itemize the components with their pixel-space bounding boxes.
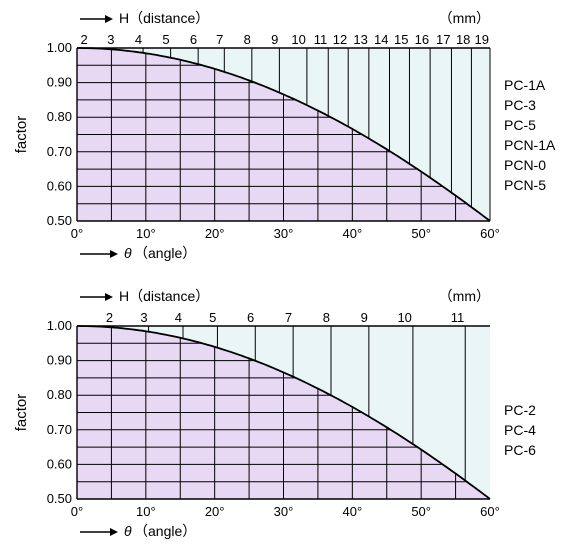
chart-1-y-tick-label: 0.60 bbox=[47, 178, 72, 193]
chart-2-model-label: PC-6 bbox=[504, 442, 536, 458]
chart-1-x-tick-label: 50° bbox=[411, 226, 431, 241]
chart-1-model-label: PCN-0 bbox=[504, 157, 546, 173]
chart-2-y-tick-label: 0.90 bbox=[47, 353, 72, 368]
chart-1-angle-arrow-head bbox=[110, 250, 118, 258]
chart-1-model-label: PC-1A bbox=[504, 77, 546, 93]
chart-1-factor-curve bbox=[77, 47, 491, 222]
chart-2-x-tick-label: 0° bbox=[71, 504, 83, 519]
chart-2-top-tick-label: 10 bbox=[397, 310, 411, 325]
chart-1-top-tick-label: 4 bbox=[135, 32, 142, 47]
chart-2-y-tick-label: 0.50 bbox=[47, 491, 72, 506]
chart-1: 0.50 0.60 0.70 0.80 0.90 1.00 factor 0° 10° 20° 30… bbox=[13, 10, 556, 261]
chart-1-y-tick-label: 0.80 bbox=[47, 109, 72, 124]
chart-1-top-tick-label: 9 bbox=[271, 32, 278, 47]
chart-2-y-tick-label: 0.80 bbox=[47, 387, 72, 402]
chart-1-top-tick-label: 10 bbox=[291, 32, 305, 47]
chart-2-x-tick-label: 40° bbox=[342, 504, 362, 519]
chart-1-x-tick-label: 10° bbox=[136, 226, 156, 241]
chart-1-x-tick-label: 30° bbox=[274, 226, 294, 241]
chart-2: 0.50 0.60 0.70 0.80 0.90 1.00 factor 0° 10° 20° 30… bbox=[13, 288, 536, 539]
chart-1-model-label: PCN-1A bbox=[504, 137, 556, 153]
chart-1-distance-label: H（distance） bbox=[119, 10, 209, 26]
chart-2-factor-curve bbox=[77, 325, 491, 500]
chart-1-top-tick-label: 5 bbox=[162, 32, 169, 47]
chart-2-top-tick-label: 4 bbox=[175, 310, 182, 325]
chart-2-distance-arrow-head bbox=[105, 293, 113, 301]
chart-2-theta-symbol: θ bbox=[124, 523, 132, 539]
chart-2-top-tick-label: 3 bbox=[140, 310, 147, 325]
chart-1-top-tick-label: 13 bbox=[353, 32, 367, 47]
chart-2-x-tick-label: 20° bbox=[205, 504, 225, 519]
chart-2-top-tick-label: 5 bbox=[209, 310, 216, 325]
chart-1-top-tick-label: 6 bbox=[190, 32, 197, 47]
chart-2-y-tick-label: 0.70 bbox=[47, 422, 72, 437]
chart-1-model-label: PC-3 bbox=[504, 97, 536, 113]
chart-2-top-tick-label: 11 bbox=[451, 310, 465, 325]
chart-2-top-tick-label: 2 bbox=[106, 310, 113, 325]
chart-1-top-tick-label: 3 bbox=[107, 32, 114, 47]
chart-1-x-tick-label: 60° bbox=[480, 226, 500, 241]
chart-1-top-tick-label: 19 bbox=[475, 32, 489, 47]
chart-1-top-tick-label: 11 bbox=[314, 32, 328, 47]
chart-1-y-tick-label: 0.70 bbox=[47, 144, 72, 159]
chart-1-x-tick-label: 40° bbox=[342, 226, 362, 241]
chart-2-top-tick-label: 7 bbox=[285, 310, 292, 325]
chart-2-model-label: PC-4 bbox=[504, 422, 536, 438]
chart-1-x-tick-label: 0° bbox=[71, 226, 83, 241]
chart-1-top-tick-label: 18 bbox=[456, 32, 470, 47]
chart-1-x-tick-label: 20° bbox=[205, 226, 225, 241]
chart-2-model-label: PC-2 bbox=[504, 402, 536, 418]
chart-1-y-tick-label: 0.50 bbox=[47, 213, 72, 228]
chart-2-distance-unit: （mm） bbox=[439, 288, 490, 304]
chart-2-distance-label: H（distance） bbox=[119, 288, 209, 304]
chart-2-region-above-curve bbox=[77, 326, 490, 499]
chart-1-y-tick-label: 0.90 bbox=[47, 75, 72, 90]
chart-1-top-tick-label: 16 bbox=[415, 32, 429, 47]
chart-2-angle-arrow-head bbox=[110, 528, 118, 536]
chart-1-top-tick-label: 14 bbox=[374, 32, 388, 47]
chart-1-angle-label: （angle） bbox=[134, 245, 196, 261]
chart-1-region-above-curve bbox=[77, 48, 490, 221]
chart-1-distance-arrow-head bbox=[105, 15, 113, 23]
chart-2-x-tick-label: 50° bbox=[411, 504, 431, 519]
chart-2-x-tick-label: 60° bbox=[480, 504, 500, 519]
chart-2-y-tick-label: 0.60 bbox=[47, 456, 72, 471]
chart-1-top-tick-label: 8 bbox=[244, 32, 251, 47]
chart-2-x-tick-label: 30° bbox=[274, 504, 294, 519]
chart-1-theta-symbol: θ bbox=[124, 245, 132, 261]
chart-1-distance-unit: （mm） bbox=[439, 10, 490, 26]
chart-1-y-tick-label: 1.00 bbox=[47, 40, 72, 55]
chart-2-y-tick-label: 1.00 bbox=[47, 318, 72, 333]
chart-2-angle-label: （angle） bbox=[134, 523, 196, 539]
chart-2-top-tick-label: 6 bbox=[247, 310, 254, 325]
chart-1-y-axis-label: factor bbox=[13, 116, 30, 154]
chart-1-top-tick-label: 12 bbox=[333, 32, 347, 47]
chart-1-model-label: PC-5 bbox=[504, 117, 536, 133]
chart-1-top-tick-label: 2 bbox=[80, 32, 87, 47]
chart-1-top-tick-label: 7 bbox=[216, 32, 223, 47]
chart-1-top-tick-label: 15 bbox=[394, 32, 408, 47]
chart-1-top-tick-label: 17 bbox=[436, 32, 450, 47]
chart-2-y-axis-label: factor bbox=[13, 394, 30, 432]
chart-2-top-tick-label: 8 bbox=[323, 310, 330, 325]
chart-2-x-tick-label: 10° bbox=[136, 504, 156, 519]
chart-2-top-tick-label: 9 bbox=[361, 310, 368, 325]
chart-1-model-label: PCN-5 bbox=[504, 177, 546, 193]
